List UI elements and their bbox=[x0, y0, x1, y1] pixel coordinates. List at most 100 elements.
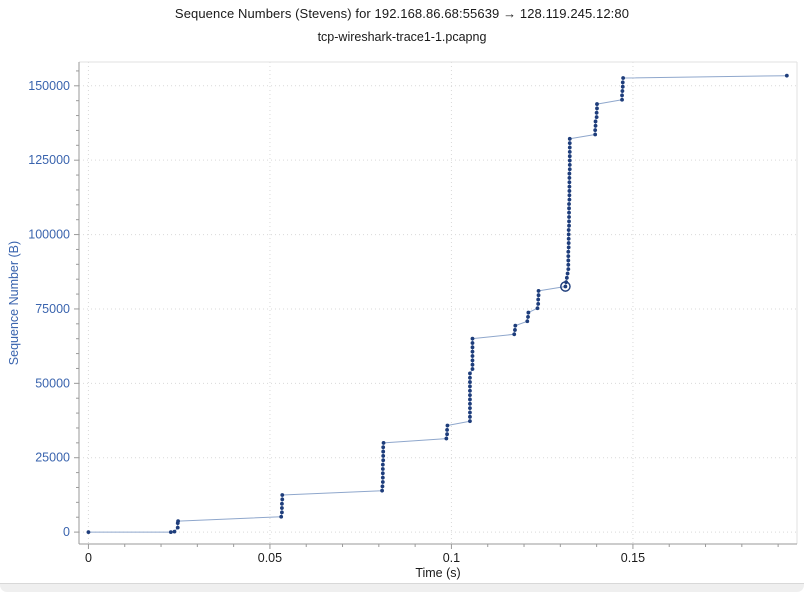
segment-point[interactable] bbox=[536, 301, 541, 306]
segment-point[interactable] bbox=[468, 406, 472, 411]
segment-point[interactable] bbox=[468, 371, 472, 376]
segment-point[interactable] bbox=[566, 267, 571, 272]
segment-point[interactable] bbox=[468, 375, 472, 380]
segment-point[interactable] bbox=[566, 241, 571, 245]
segment-point[interactable] bbox=[468, 384, 472, 389]
segment-point[interactable] bbox=[470, 367, 475, 371]
segment-point[interactable] bbox=[175, 525, 180, 530]
segment-point[interactable] bbox=[594, 110, 599, 115]
segment-point[interactable] bbox=[567, 176, 572, 180]
segment-point[interactable] bbox=[470, 362, 475, 367]
segment-point[interactable] bbox=[536, 297, 541, 302]
segment-point[interactable] bbox=[567, 223, 571, 228]
segment-point[interactable] bbox=[593, 132, 598, 137]
segment-point[interactable] bbox=[445, 427, 449, 432]
segment-point[interactable] bbox=[445, 423, 450, 428]
segment-point[interactable] bbox=[380, 462, 385, 467]
segment-point[interactable] bbox=[595, 106, 599, 111]
segment-point[interactable] bbox=[567, 136, 572, 141]
segment-point[interactable] bbox=[280, 493, 285, 497]
segment-point[interactable] bbox=[470, 358, 475, 363]
segment-point[interactable] bbox=[536, 293, 541, 298]
segment-point[interactable] bbox=[525, 319, 530, 324]
segment-point[interactable] bbox=[567, 158, 572, 163]
segment-point[interactable] bbox=[567, 215, 571, 219]
segment-point[interactable] bbox=[380, 471, 385, 476]
segment-point[interactable] bbox=[535, 306, 540, 311]
segment-point[interactable] bbox=[468, 380, 472, 384]
segment-point[interactable] bbox=[526, 310, 531, 315]
segment-point[interactable] bbox=[564, 275, 569, 280]
segment-point[interactable] bbox=[280, 510, 284, 515]
segment-point[interactable] bbox=[567, 184, 572, 189]
segment-point[interactable] bbox=[593, 123, 598, 128]
segment-point[interactable] bbox=[468, 410, 472, 415]
segment-point[interactable] bbox=[279, 514, 284, 519]
segment-point[interactable] bbox=[566, 249, 571, 254]
segment-point[interactable] bbox=[513, 328, 517, 332]
segment-point[interactable] bbox=[470, 354, 475, 358]
segment-point[interactable] bbox=[567, 193, 572, 198]
segment-point[interactable] bbox=[567, 180, 572, 185]
segment-point[interactable] bbox=[593, 128, 598, 133]
segment-point[interactable] bbox=[380, 475, 385, 480]
segment-point[interactable] bbox=[512, 332, 517, 337]
segment-point[interactable] bbox=[468, 401, 472, 406]
segment-point[interactable] bbox=[380, 480, 385, 484]
segment-point[interactable] bbox=[280, 501, 284, 506]
segment-point[interactable] bbox=[620, 80, 625, 85]
segment-point[interactable] bbox=[567, 154, 572, 159]
segment-point[interactable] bbox=[381, 449, 386, 454]
segment-point[interactable] bbox=[595, 102, 599, 106]
segment-point[interactable] bbox=[565, 271, 570, 276]
segment-point[interactable] bbox=[566, 262, 571, 267]
segment-point[interactable] bbox=[172, 529, 177, 534]
segment-point[interactable] bbox=[620, 93, 624, 98]
segment-point[interactable] bbox=[86, 530, 91, 534]
segment-point[interactable] bbox=[468, 393, 472, 398]
segment-point[interactable] bbox=[444, 436, 449, 441]
segment-point[interactable] bbox=[784, 73, 789, 78]
segment-point[interactable] bbox=[567, 206, 571, 211]
segment-point[interactable] bbox=[176, 519, 180, 523]
segment-point[interactable] bbox=[280, 497, 285, 502]
segment-point[interactable] bbox=[566, 254, 571, 259]
selected-segment-point[interactable] bbox=[563, 284, 568, 289]
segment-point[interactable] bbox=[621, 76, 626, 80]
segment-point[interactable] bbox=[567, 210, 571, 215]
segment-point[interactable] bbox=[594, 115, 599, 120]
segment-point[interactable] bbox=[566, 232, 571, 237]
segment-point[interactable] bbox=[567, 202, 571, 206]
segment-point[interactable] bbox=[620, 84, 625, 89]
segment-point[interactable] bbox=[567, 162, 572, 167]
segment-point[interactable] bbox=[526, 315, 530, 319]
segment-point[interactable] bbox=[566, 245, 571, 250]
segment-point[interactable] bbox=[381, 445, 386, 450]
segment-point[interactable] bbox=[567, 167, 572, 172]
segment-point[interactable] bbox=[620, 97, 624, 102]
segment-point[interactable] bbox=[380, 488, 384, 493]
segment-point[interactable] bbox=[566, 228, 571, 232]
segment-point[interactable] bbox=[381, 454, 386, 458]
segment-point[interactable] bbox=[567, 141, 572, 146]
segment-point[interactable] bbox=[468, 388, 472, 393]
segment-point[interactable] bbox=[620, 89, 625, 93]
segment-point[interactable] bbox=[468, 414, 472, 419]
segment-point[interactable] bbox=[567, 171, 572, 176]
segment-point[interactable] bbox=[567, 197, 572, 202]
segment-point[interactable] bbox=[593, 119, 598, 124]
segment-point[interactable] bbox=[280, 506, 284, 510]
segment-point[interactable] bbox=[567, 149, 572, 154]
segment-point[interactable] bbox=[567, 189, 572, 193]
segment-point[interactable] bbox=[468, 419, 472, 424]
segment-point[interactable] bbox=[381, 440, 386, 445]
segment-point[interactable] bbox=[381, 458, 386, 463]
selected-point-ring[interactable] bbox=[560, 281, 571, 292]
segment-point[interactable] bbox=[470, 336, 475, 341]
segment-point[interactable] bbox=[470, 349, 475, 354]
segment-point[interactable] bbox=[567, 219, 571, 224]
segment-point[interactable] bbox=[566, 236, 571, 241]
segment-point[interactable] bbox=[468, 397, 472, 402]
segment-point[interactable] bbox=[470, 345, 475, 350]
